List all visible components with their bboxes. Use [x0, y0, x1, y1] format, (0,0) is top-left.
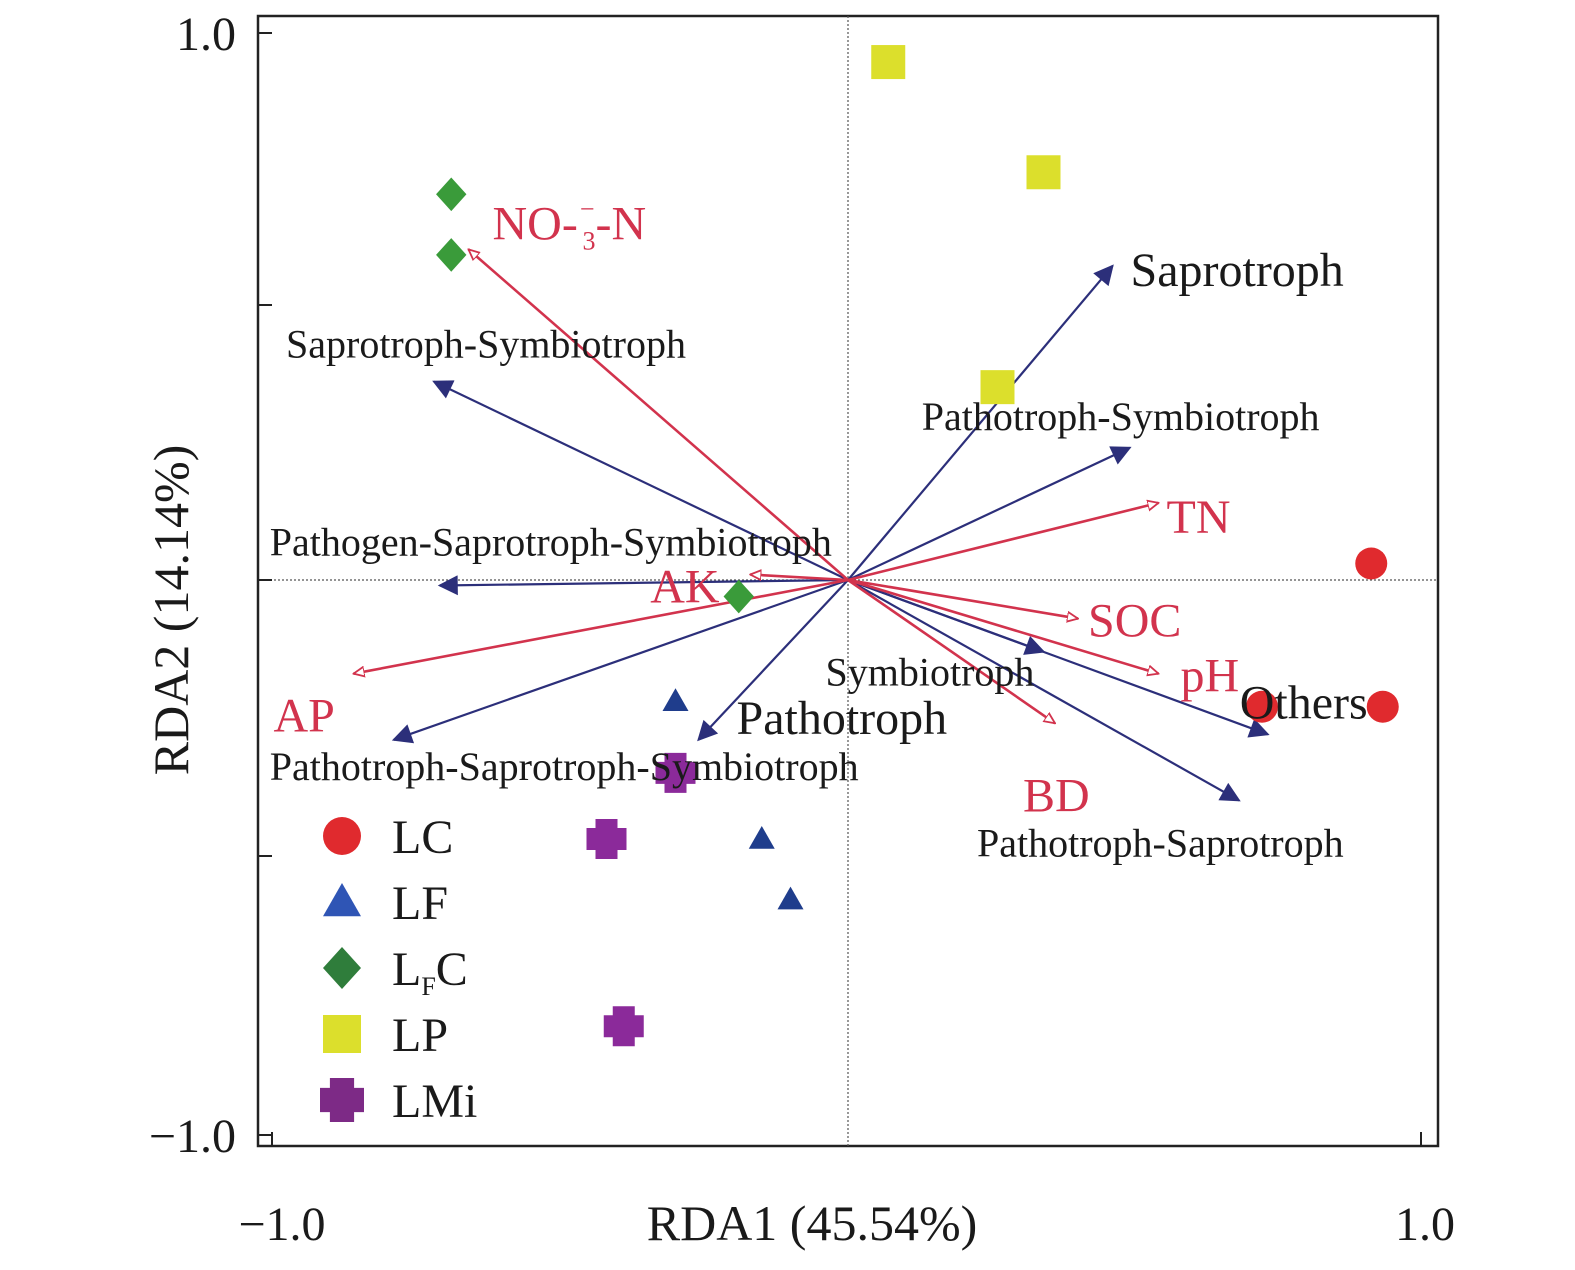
points-layer: [436, 45, 1399, 1047]
env-vector-ap: [354, 578, 849, 674]
point-lfc-3: [723, 579, 754, 614]
legend-label-lmi: LMi: [392, 1075, 477, 1128]
legend-label-lp: LP: [392, 1009, 448, 1062]
legend-label-lfc: LFC: [392, 943, 468, 1001]
point-lmi-1: [655, 752, 696, 793]
point-lmi-3: [603, 1006, 644, 1047]
legend-marker-lmi: [320, 1078, 364, 1122]
point-lfc-1: [436, 177, 467, 212]
x-tick-label-right: 1.0: [1395, 1198, 1455, 1251]
point-lf-3: [777, 886, 804, 910]
point-lc-1: [1355, 547, 1388, 580]
point-lc-3: [1366, 690, 1399, 723]
function-label-others: Others: [1240, 676, 1368, 729]
function-label-saprotroph-symbiotroph: Saprotroph-Symbiotroph: [286, 322, 686, 367]
point-lp-1: [871, 45, 906, 80]
x-axis-title: RDA1 (45.54%): [647, 1195, 978, 1251]
function-vector-saprotroph: [847, 264, 1114, 581]
env-label-tn: TN: [1167, 491, 1231, 544]
function-vector-pathotroph-saprotroph: [847, 579, 1241, 802]
labels-layer: Saprotroph Pathotroph-Symbiotroph Saprotro…: [270, 194, 1368, 865]
y-axis: [258, 32, 272, 1136]
function-vector-pathogen-saprotroph-symbiotroph: [437, 575, 849, 596]
function-vector-saprotroph-symbiotroph: [432, 380, 849, 581]
point-lf-1: [662, 688, 689, 711]
function-vector-pathotroph-symbiotroph: [847, 446, 1132, 581]
env-vector-ak: [750, 574, 849, 582]
env-vector-no3: [469, 249, 849, 581]
env-vector-tn: [847, 503, 1159, 582]
function-vector-others: [847, 578, 1270, 738]
legend-label-lc: LC: [392, 811, 453, 864]
env-label-ak: AK: [650, 560, 720, 613]
legend-marker-lc: [323, 817, 361, 855]
function-label-saprotroph: Saprotroph: [1131, 244, 1344, 297]
point-lmi-2: [586, 818, 627, 859]
function-label-pathogen-saprotroph-symbiotroph: Pathogen-Saprotroph-Symbiotroph: [270, 520, 832, 565]
point-lp-2: [1026, 155, 1061, 190]
function-vector-pathotroph-saprotroph-symbiotroph: [391, 578, 849, 744]
env-vector-soc: [847, 578, 1078, 619]
function-label-pathotroph-symbiotroph: Pathotroph-Symbiotroph: [922, 394, 1320, 439]
function-label-pathotroph: Pathotroph: [737, 692, 948, 745]
legend-marker-lfc: [323, 947, 361, 989]
env-vector-bd: [847, 578, 1055, 723]
vectors-layer: [354, 249, 1270, 802]
legend-marker-lp: [323, 1015, 361, 1053]
function-vector-pathotroph: [697, 579, 849, 742]
env-label-no3: NO-− 3-N: [493, 194, 647, 255]
function-label-pathotroph-saprotroph: Pathotroph-Saprotroph: [977, 820, 1344, 865]
y-tick-label-top: 1.0: [176, 8, 236, 61]
env-label-ap: AP: [274, 690, 335, 743]
env-label-ph: pH: [1181, 650, 1240, 703]
y-axis-title: RDA2 (14.14%): [143, 445, 199, 776]
point-lc-2: [1246, 690, 1278, 723]
y-tick-label-bottom: −1.0: [149, 1110, 236, 1163]
point-lfc-2: [436, 238, 467, 272]
function-label-symbiotroph: Symbiotroph: [826, 650, 1035, 695]
legend-label-lf: LF: [392, 877, 448, 930]
point-lp-3: [980, 370, 1015, 405]
legend-marker-lf: [323, 883, 361, 917]
env-vector-ph: [847, 578, 1159, 674]
env-label-bd: BD: [1023, 769, 1090, 822]
point-lf-2: [748, 825, 775, 849]
function-label-pathotroph-saprotroph-symbiotroph: Pathotroph-Saprotroph-Symbiotroph: [270, 744, 859, 789]
x-axis: [271, 1132, 1422, 1146]
legend: LC LF LFC LP LMi: [320, 811, 477, 1128]
x-tick-label-left: −1.0: [238, 1198, 325, 1251]
env-label-soc: SOC: [1088, 595, 1181, 648]
